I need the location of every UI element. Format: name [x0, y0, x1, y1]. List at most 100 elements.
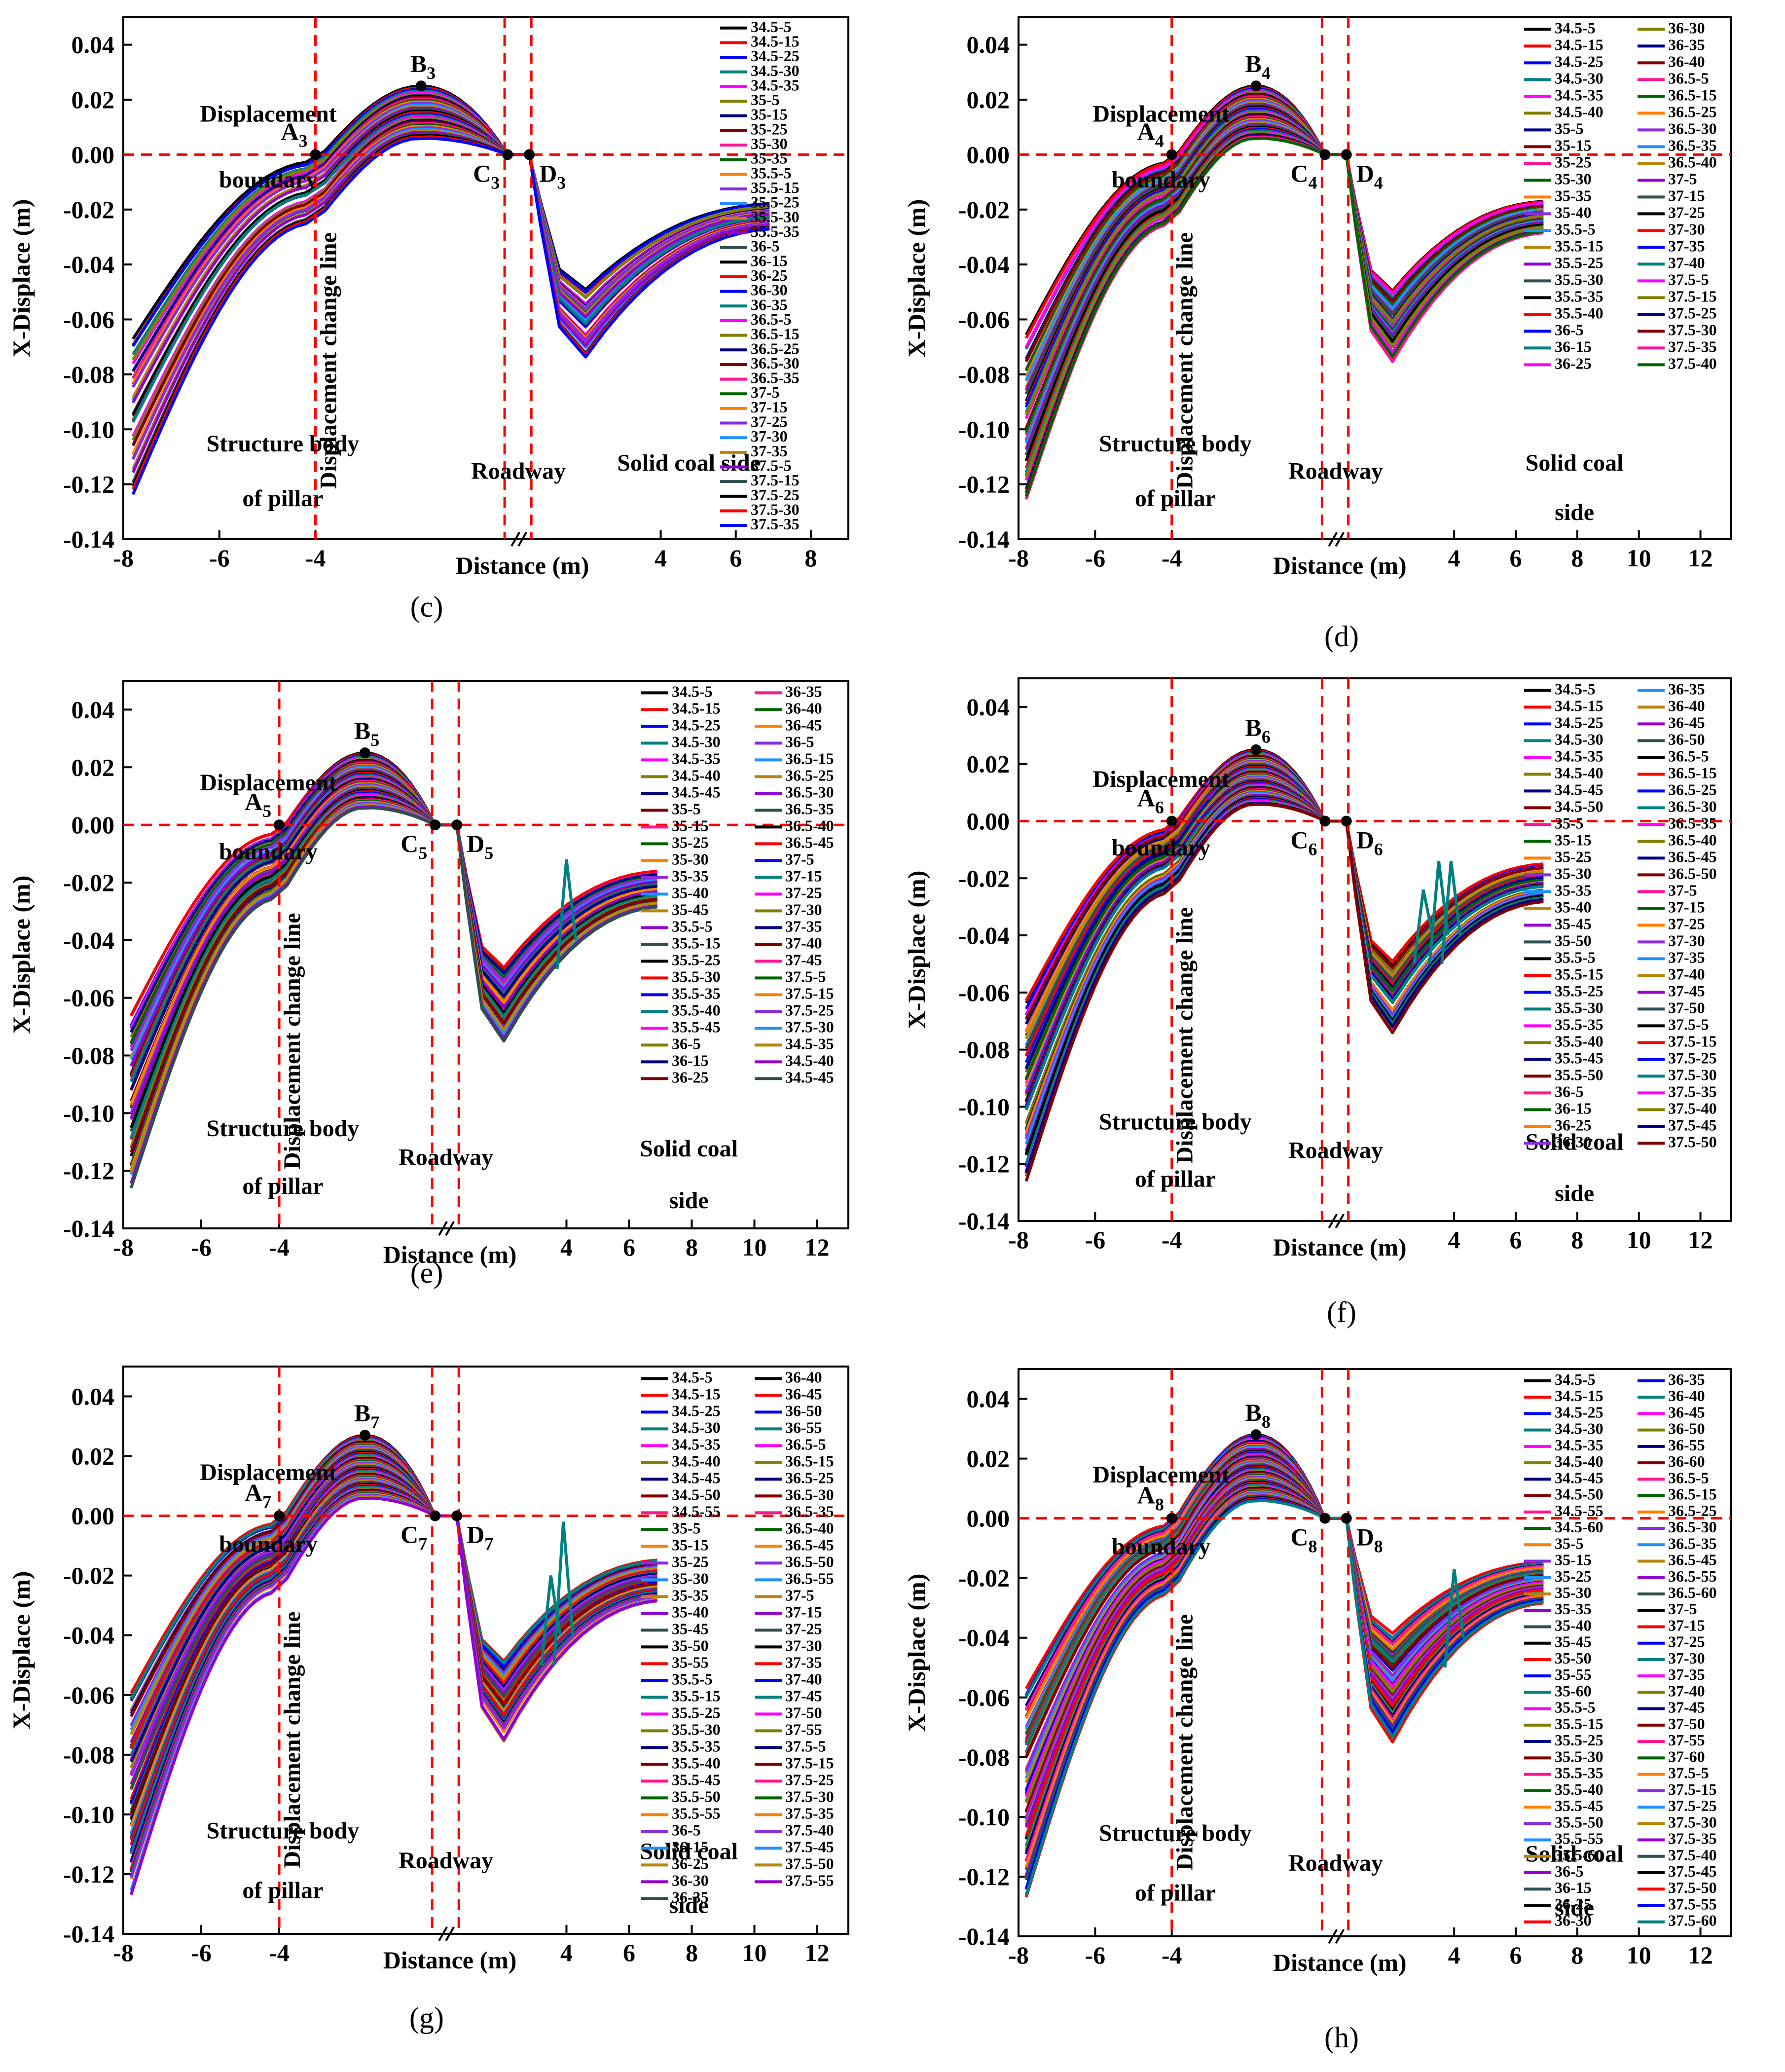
legend-label: 35-5	[672, 1519, 701, 1537]
legend-label: 36-60	[1668, 1452, 1705, 1470]
legend-label: 37-55	[1668, 1731, 1705, 1749]
legend-item: 35.5-15	[641, 1687, 721, 1704]
legend-item: 34.5-55	[641, 1502, 721, 1520]
legend-item: 36.5-30	[720, 354, 800, 372]
y-tick-label: -0.12	[958, 1150, 1010, 1178]
legend-label: 37-35	[1668, 237, 1705, 255]
legend-item: 37.5-40	[755, 1821, 834, 1839]
legend-label: 37.5-55	[785, 1871, 834, 1889]
x-tick-label: 6	[729, 544, 742, 572]
legend-item: 36.5-25	[1638, 1502, 1717, 1519]
legend-item: 36-30	[1524, 1912, 1592, 1929]
x-tick-label: -6	[209, 544, 230, 572]
legend-item: 36-40	[1638, 697, 1705, 714]
legend-label: 36.5-50	[785, 1553, 834, 1570]
x-tick-label: 12	[1688, 1941, 1713, 1969]
legend-item: 37-35	[720, 442, 788, 460]
x-axis-label: Distance (m)	[1273, 1233, 1407, 1261]
legend-item: 35.5-45	[641, 1771, 721, 1788]
data-series-line	[1024, 803, 1544, 1182]
legend-label: 35-55	[1555, 1665, 1592, 1683]
y-tick-label: -0.14	[958, 1207, 1010, 1235]
x-tick-label: 10	[1627, 544, 1651, 572]
legend-item: 35-55	[1524, 1665, 1592, 1683]
legend-item: 37-55	[755, 1720, 822, 1738]
panel-label: (h)	[1324, 2021, 1359, 2054]
legend-label: 37.5-25	[785, 1001, 834, 1019]
key-point-c	[430, 1510, 441, 1521]
legend: 34.5-534.5-1534.5-2534.5-3034.5-3535-535…	[720, 18, 800, 533]
point-label-a-subscript: 5	[262, 801, 271, 821]
legend-item: 35.5-35	[641, 984, 721, 1002]
legend-item: 36.5-30	[1638, 1518, 1717, 1536]
legend-item: 36-50	[1638, 1420, 1705, 1438]
legend-label: 35.5-5	[751, 164, 792, 182]
legend-label: 37.5-45	[1668, 1116, 1717, 1134]
data-series-line	[131, 93, 770, 361]
legend-item: 36-25	[1524, 1116, 1592, 1134]
annotation-boundary: boundary	[1112, 1533, 1210, 1559]
annotation-structure-body: Structure body	[1099, 1820, 1252, 1846]
key-point-b	[1250, 744, 1262, 755]
legend-label: 37-15	[1668, 1616, 1705, 1634]
legend-label: 35-15	[1555, 831, 1592, 849]
annotation-displacement: Displacement	[200, 101, 336, 127]
point-label-b: B7	[354, 1399, 379, 1432]
legend-item: 35.5-35	[720, 222, 800, 240]
legend-item: 35-50	[1524, 931, 1592, 949]
y-tick-label: -0.14	[63, 1920, 114, 1948]
legend-label: 36-50	[1668, 1420, 1705, 1438]
legend-item: 35.5-45	[1524, 1797, 1603, 1814]
x-axis-label: Distance (m)	[1273, 552, 1407, 579]
annotation-side: side	[1555, 499, 1594, 525]
data-series-line	[1024, 1499, 1544, 1896]
legend-label: 36-35	[1668, 36, 1705, 53]
legend-item: 37-25	[755, 884, 822, 901]
legend-label: 37.5-25	[785, 1771, 834, 1788]
annotation-boundary: boundary	[1112, 167, 1210, 193]
legend-label: 36-15	[672, 1051, 709, 1069]
legend-item: 35-15	[720, 106, 788, 123]
y-tick-label: -0.08	[958, 361, 1010, 388]
legend-item: 37-40	[755, 1670, 822, 1688]
legend-label: 35.5-25	[672, 1703, 721, 1721]
legend-label: 36.5-45	[785, 1536, 834, 1554]
legend-label: 37-30	[785, 1636, 822, 1654]
x-tick-label: 8	[1571, 1226, 1583, 1254]
point-label-d: D7	[467, 1521, 493, 1554]
y-tick-label: -0.14	[63, 525, 114, 553]
legend-item: 36.5-25	[1638, 780, 1717, 798]
legend-label: 35.5-55	[672, 1804, 721, 1822]
annotation-structure-body: Structure body	[1099, 1109, 1252, 1135]
legend-label: 36-45	[785, 1385, 822, 1403]
plot-frame	[1018, 1368, 1732, 1937]
data-series-line	[129, 1486, 657, 1862]
legend-label: 35-35	[1555, 186, 1592, 204]
legend-item: 37-30	[720, 427, 788, 445]
legend-label: 35-5	[751, 91, 780, 109]
legend-item: 36-30	[641, 1871, 709, 1889]
data-series-line	[129, 1488, 657, 1863]
x-tick-label: -8	[1008, 1226, 1029, 1254]
legend-item: 37.5-15	[720, 471, 800, 489]
y-tick-label: 0.00	[967, 141, 1010, 168]
legend-label: 37.5-30	[1668, 1813, 1717, 1831]
annotation-change-line: Displacement change line	[1172, 1614, 1198, 1871]
y-tick-label: -0.06	[958, 1684, 1010, 1711]
point-label-a: A5	[245, 788, 271, 821]
legend-label: 35-30	[672, 1569, 709, 1587]
legend-item: 35-35	[1524, 881, 1592, 899]
legend-item: 35.5-5	[641, 1670, 713, 1688]
panel-label: (d)	[1324, 620, 1359, 653]
legend-label: 34.5-15	[751, 32, 800, 50]
legend-label: 37-15	[1668, 898, 1705, 916]
annotation-change-line: Displacement change line	[1172, 907, 1198, 1164]
x-tick-label: 12	[804, 1233, 829, 1261]
point-label-d-letter: D	[1356, 159, 1374, 187]
legend-item: 37-55	[1638, 1731, 1705, 1749]
legend-label: 36.5-15	[785, 749, 834, 767]
legend-label: 36.5-55	[785, 1569, 834, 1587]
legend-item: 37-5	[755, 850, 814, 868]
legend-label: 34.5-30	[1555, 1420, 1603, 1438]
legend-item: 34.5-15	[1524, 1387, 1603, 1405]
